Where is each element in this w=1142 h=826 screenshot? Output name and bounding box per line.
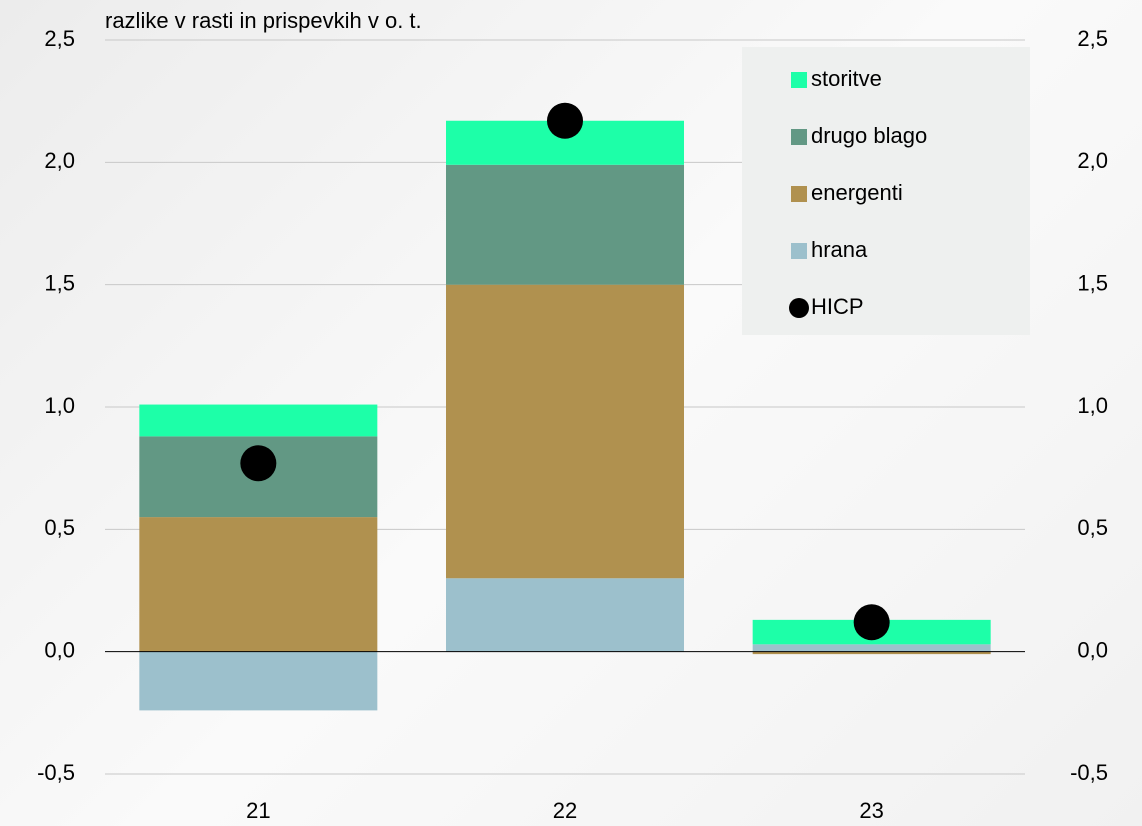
legend-label: storitve — [811, 66, 882, 91]
legend-marker — [791, 129, 807, 145]
bar-segment — [752, 651, 991, 655]
x-tick-label: 22 — [553, 798, 577, 823]
y-tick-label: 0,5 — [44, 515, 75, 540]
y2-tick-label: 0,0 — [1077, 637, 1108, 662]
legend-label: hrana — [811, 237, 868, 262]
hicp-dot — [547, 102, 583, 139]
legend-marker — [791, 186, 807, 202]
bar-segment — [139, 651, 378, 711]
y-tick-label: 1,0 — [44, 393, 75, 418]
legend-marker — [791, 243, 807, 259]
bar-segment — [139, 517, 378, 652]
legend-marker — [791, 72, 807, 88]
hicp-dot — [853, 604, 890, 641]
bar-segment — [752, 644, 991, 652]
bar-segment — [446, 284, 684, 579]
chart-title: razlike v rasti in prispevkih v o. t. — [105, 8, 422, 33]
y-tick-label: 2,5 — [44, 26, 75, 51]
y-tick-label: -0,5 — [37, 760, 75, 785]
y2-tick-label: 2,5 — [1077, 26, 1108, 51]
x-tick-label: 21 — [246, 798, 270, 823]
y2-tick-label: 2,0 — [1077, 148, 1108, 173]
y2-tick-label: 1,5 — [1077, 270, 1108, 295]
hicp-dot — [240, 445, 277, 482]
y-tick-label: 0,0 — [44, 637, 75, 662]
legend-box — [742, 47, 1030, 335]
bar-segment — [446, 164, 684, 285]
x-tick-label: 23 — [859, 798, 883, 823]
y2-tick-label: -0,5 — [1070, 760, 1108, 785]
legend-label: drugo blago — [811, 123, 927, 148]
bar-segment — [446, 578, 684, 652]
legend-label: HICP — [811, 294, 864, 319]
legend-label: energenti — [811, 180, 903, 205]
y2-tick-label: 0,5 — [1077, 515, 1108, 540]
bar-segment — [139, 404, 378, 437]
y-tick-label: 2,0 — [44, 148, 75, 173]
legend-marker — [789, 298, 809, 318]
y-tick-label: 1,5 — [44, 270, 75, 295]
y2-tick-label: 1,0 — [1077, 393, 1108, 418]
